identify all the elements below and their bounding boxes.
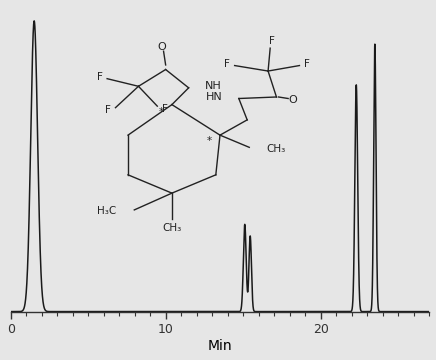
Text: F: F — [162, 104, 168, 114]
Text: O: O — [288, 95, 297, 105]
Text: NH: NH — [204, 81, 221, 91]
Text: H₃C: H₃C — [98, 206, 117, 216]
Text: F: F — [269, 36, 275, 46]
Text: F: F — [304, 59, 310, 69]
Text: F: F — [97, 72, 102, 82]
Text: F: F — [224, 59, 230, 69]
Text: F: F — [105, 105, 111, 115]
Text: *: * — [207, 136, 212, 146]
Text: CH₃: CH₃ — [162, 223, 181, 233]
Text: HN: HN — [206, 92, 223, 102]
X-axis label: Min: Min — [208, 339, 232, 353]
Text: *: * — [159, 107, 164, 117]
Text: CH₃: CH₃ — [267, 144, 286, 154]
Text: O: O — [157, 42, 166, 51]
